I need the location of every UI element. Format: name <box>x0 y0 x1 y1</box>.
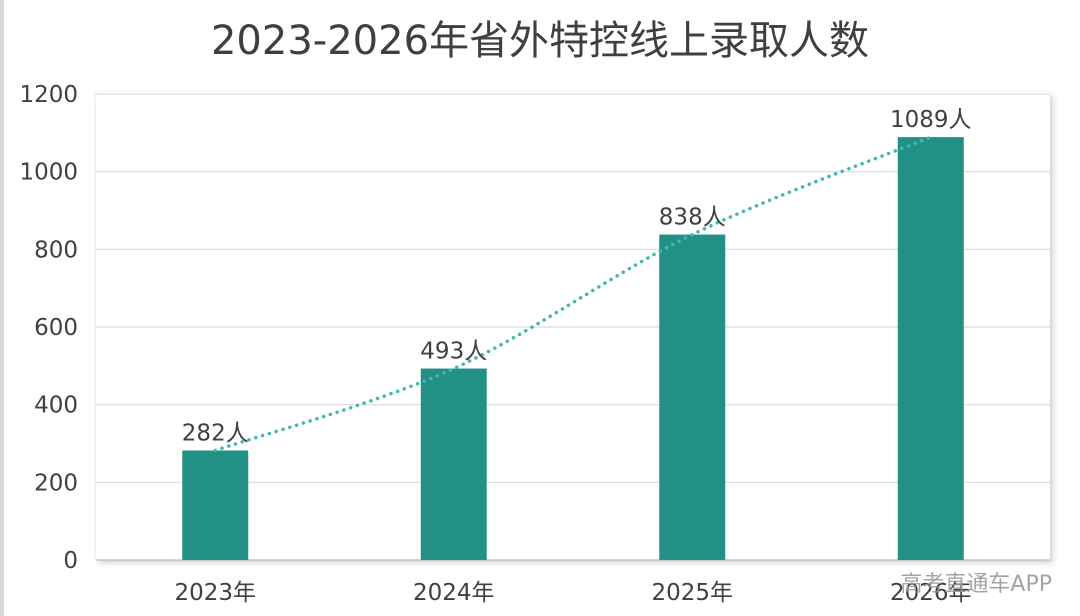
x-tick-label: 2024年 <box>413 580 495 606</box>
y-tick-label: 600 <box>34 315 78 341</box>
x-tick-label: 2026年 <box>890 580 972 606</box>
data-label: 282人 <box>182 420 249 446</box>
watermark: 高考直通车APP <box>900 572 1052 597</box>
data-label: 493人 <box>420 339 487 365</box>
data-label: 838人 <box>659 205 726 231</box>
y-tick-label: 400 <box>34 393 78 419</box>
y-tick-label: 1200 <box>19 82 78 108</box>
y-tick-label: 1000 <box>19 160 78 186</box>
bar <box>897 137 964 561</box>
y-tick-label: 200 <box>34 470 78 496</box>
frame-left-edge <box>0 0 4 616</box>
bar <box>182 450 249 560</box>
data-label: 1089人 <box>890 107 972 133</box>
bar <box>659 234 726 560</box>
trendline <box>213 135 933 453</box>
y-tick-label: 800 <box>34 237 78 263</box>
bar <box>420 368 487 560</box>
x-tick-label: 2023年 <box>174 580 256 606</box>
chart-title: 2023-2026年省外特控线上录取人数 <box>210 18 870 64</box>
y-tick-label: 0 <box>63 548 78 574</box>
x-tick-label: 2025年 <box>651 580 733 606</box>
